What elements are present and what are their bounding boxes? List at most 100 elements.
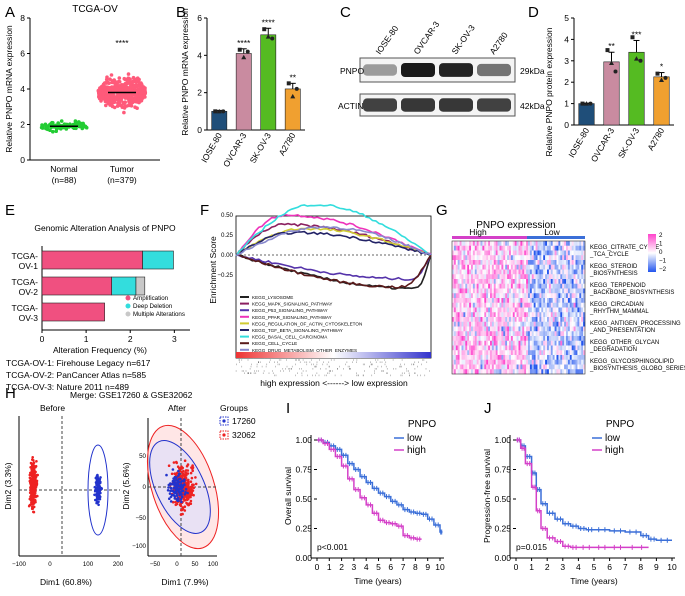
panel-g-cell <box>567 326 570 332</box>
panel-g-cell <box>566 245 569 251</box>
panel-g-legend-tick: −2 <box>659 266 667 273</box>
panel-g-cell <box>556 345 559 351</box>
panel-a-point <box>112 105 117 110</box>
panel-g-cell <box>461 355 464 360</box>
panel-g-legend-tick: 1 <box>659 241 663 248</box>
panel-g-cell <box>543 260 546 265</box>
panel-g-cell <box>457 260 460 265</box>
panel-g-cell <box>472 317 475 322</box>
panel-a-point <box>98 95 103 99</box>
panel-f-legend-label: KEGG_LYSOSOME <box>252 295 293 300</box>
panel-g-cell <box>509 269 512 275</box>
panel-h-after-point-17260 <box>168 497 171 501</box>
panel-b-replicate <box>265 34 271 39</box>
panel-g-cell <box>478 369 481 375</box>
panel-g-cell <box>564 293 567 299</box>
panel-g-cell <box>474 345 477 351</box>
panel-g-cell <box>465 274 468 280</box>
panel-g-cell <box>491 321 494 327</box>
panel-g-cell <box>482 359 485 365</box>
panel-g-cell <box>543 312 546 318</box>
panel-b-category: OVCAR-3 <box>221 131 249 169</box>
panel-h-before-point-32062 <box>28 497 32 501</box>
panel-g-cell <box>495 317 498 322</box>
panel-g-cell <box>488 312 491 318</box>
panel-g-cell <box>488 340 491 346</box>
panel-g-cell <box>455 279 458 284</box>
panel-g-cell <box>480 293 483 299</box>
panel-g-cell <box>499 269 502 275</box>
panel-g-cell <box>501 293 504 299</box>
panel-e-xtick-label: 3 <box>172 334 177 344</box>
panel-g-cell <box>514 326 517 332</box>
panel-f-legend-label: KEGG_MAPK_SIGNALING_PATHWAY <box>252 302 333 307</box>
panel-h-after-point-32062 <box>182 496 186 499</box>
panel-g-cell <box>583 255 586 261</box>
panel-g-cell <box>556 269 559 275</box>
panel-g-cell <box>453 364 456 370</box>
panel-g-cell <box>457 350 460 356</box>
panel-g-cell <box>510 350 513 356</box>
panel-g-cell <box>535 355 538 360</box>
panel-g-cell <box>486 288 489 294</box>
panel-g-cell <box>558 250 561 256</box>
panel-g-cell <box>537 336 540 341</box>
panel-g-cell <box>499 260 502 265</box>
panel-g-cell <box>550 321 553 327</box>
panel-g-cell <box>526 298 529 303</box>
panel-g-cell <box>583 288 586 294</box>
panel-g-cell <box>567 336 570 341</box>
panel-g-cell <box>476 245 479 251</box>
panel-g-cell <box>524 302 527 308</box>
panel-h-after-point-32062 <box>174 500 177 504</box>
panel-g-cell <box>463 274 466 280</box>
panel-g-cell <box>472 279 475 284</box>
panel-g-cell <box>562 298 565 303</box>
panel-g-cell <box>514 255 517 261</box>
panel-d-bar <box>628 51 645 126</box>
panel-g-cell <box>469 288 472 294</box>
panel-g-cell <box>571 274 574 280</box>
panel-g-cell <box>583 317 586 322</box>
panel-g-cell <box>488 283 491 289</box>
panel-g-cell <box>571 283 574 289</box>
panel-g-cell <box>463 345 466 351</box>
panel-g-cell <box>552 293 555 299</box>
panel-a-point <box>143 90 148 95</box>
panel-g-cell <box>535 336 538 341</box>
panel-a-point <box>108 103 112 107</box>
panel-g-cell <box>583 345 586 351</box>
panel-h-before-point-32062 <box>31 499 34 503</box>
panel-g-cell <box>512 317 515 322</box>
panel-g-cell <box>573 255 576 261</box>
panel-g-cell <box>490 245 493 251</box>
panel-g-cell <box>459 250 462 256</box>
panel-g-cell <box>569 307 572 313</box>
panel-g-cell <box>548 260 551 265</box>
panel-g-cell <box>566 317 569 322</box>
panel-g-cell <box>491 326 494 332</box>
panel-g-cell <box>581 340 584 346</box>
panel-g-cell <box>522 288 525 294</box>
panel-g-cell <box>509 288 512 294</box>
panel-g-cell <box>547 307 550 313</box>
panel-g-cell <box>531 340 534 346</box>
panel-g-row-label: _BACKBONE_BIOSYNTHESIS <box>589 290 674 296</box>
panel-g-cell <box>522 340 525 346</box>
panel-g-cell <box>469 336 472 341</box>
panel-g-cell <box>467 288 470 294</box>
panel-h-after-point-17260 <box>177 477 181 481</box>
panel-g-cell <box>552 336 555 341</box>
panel-g-cell <box>533 355 536 360</box>
panel-g-cell <box>526 293 529 299</box>
panel-g-cell <box>548 336 551 341</box>
panel-g-cell <box>459 283 462 289</box>
panel-g-cell <box>495 274 498 280</box>
panel-g-cell <box>499 355 502 360</box>
panel-g-cell <box>556 331 559 337</box>
panel-g-cell <box>547 260 550 265</box>
panel-h-after-point-17260 <box>174 490 178 494</box>
panel-i-xtick-label: 2 <box>339 562 344 572</box>
panel-h-before-xtick: 100 <box>83 561 94 568</box>
panel-g-cell <box>547 350 550 356</box>
